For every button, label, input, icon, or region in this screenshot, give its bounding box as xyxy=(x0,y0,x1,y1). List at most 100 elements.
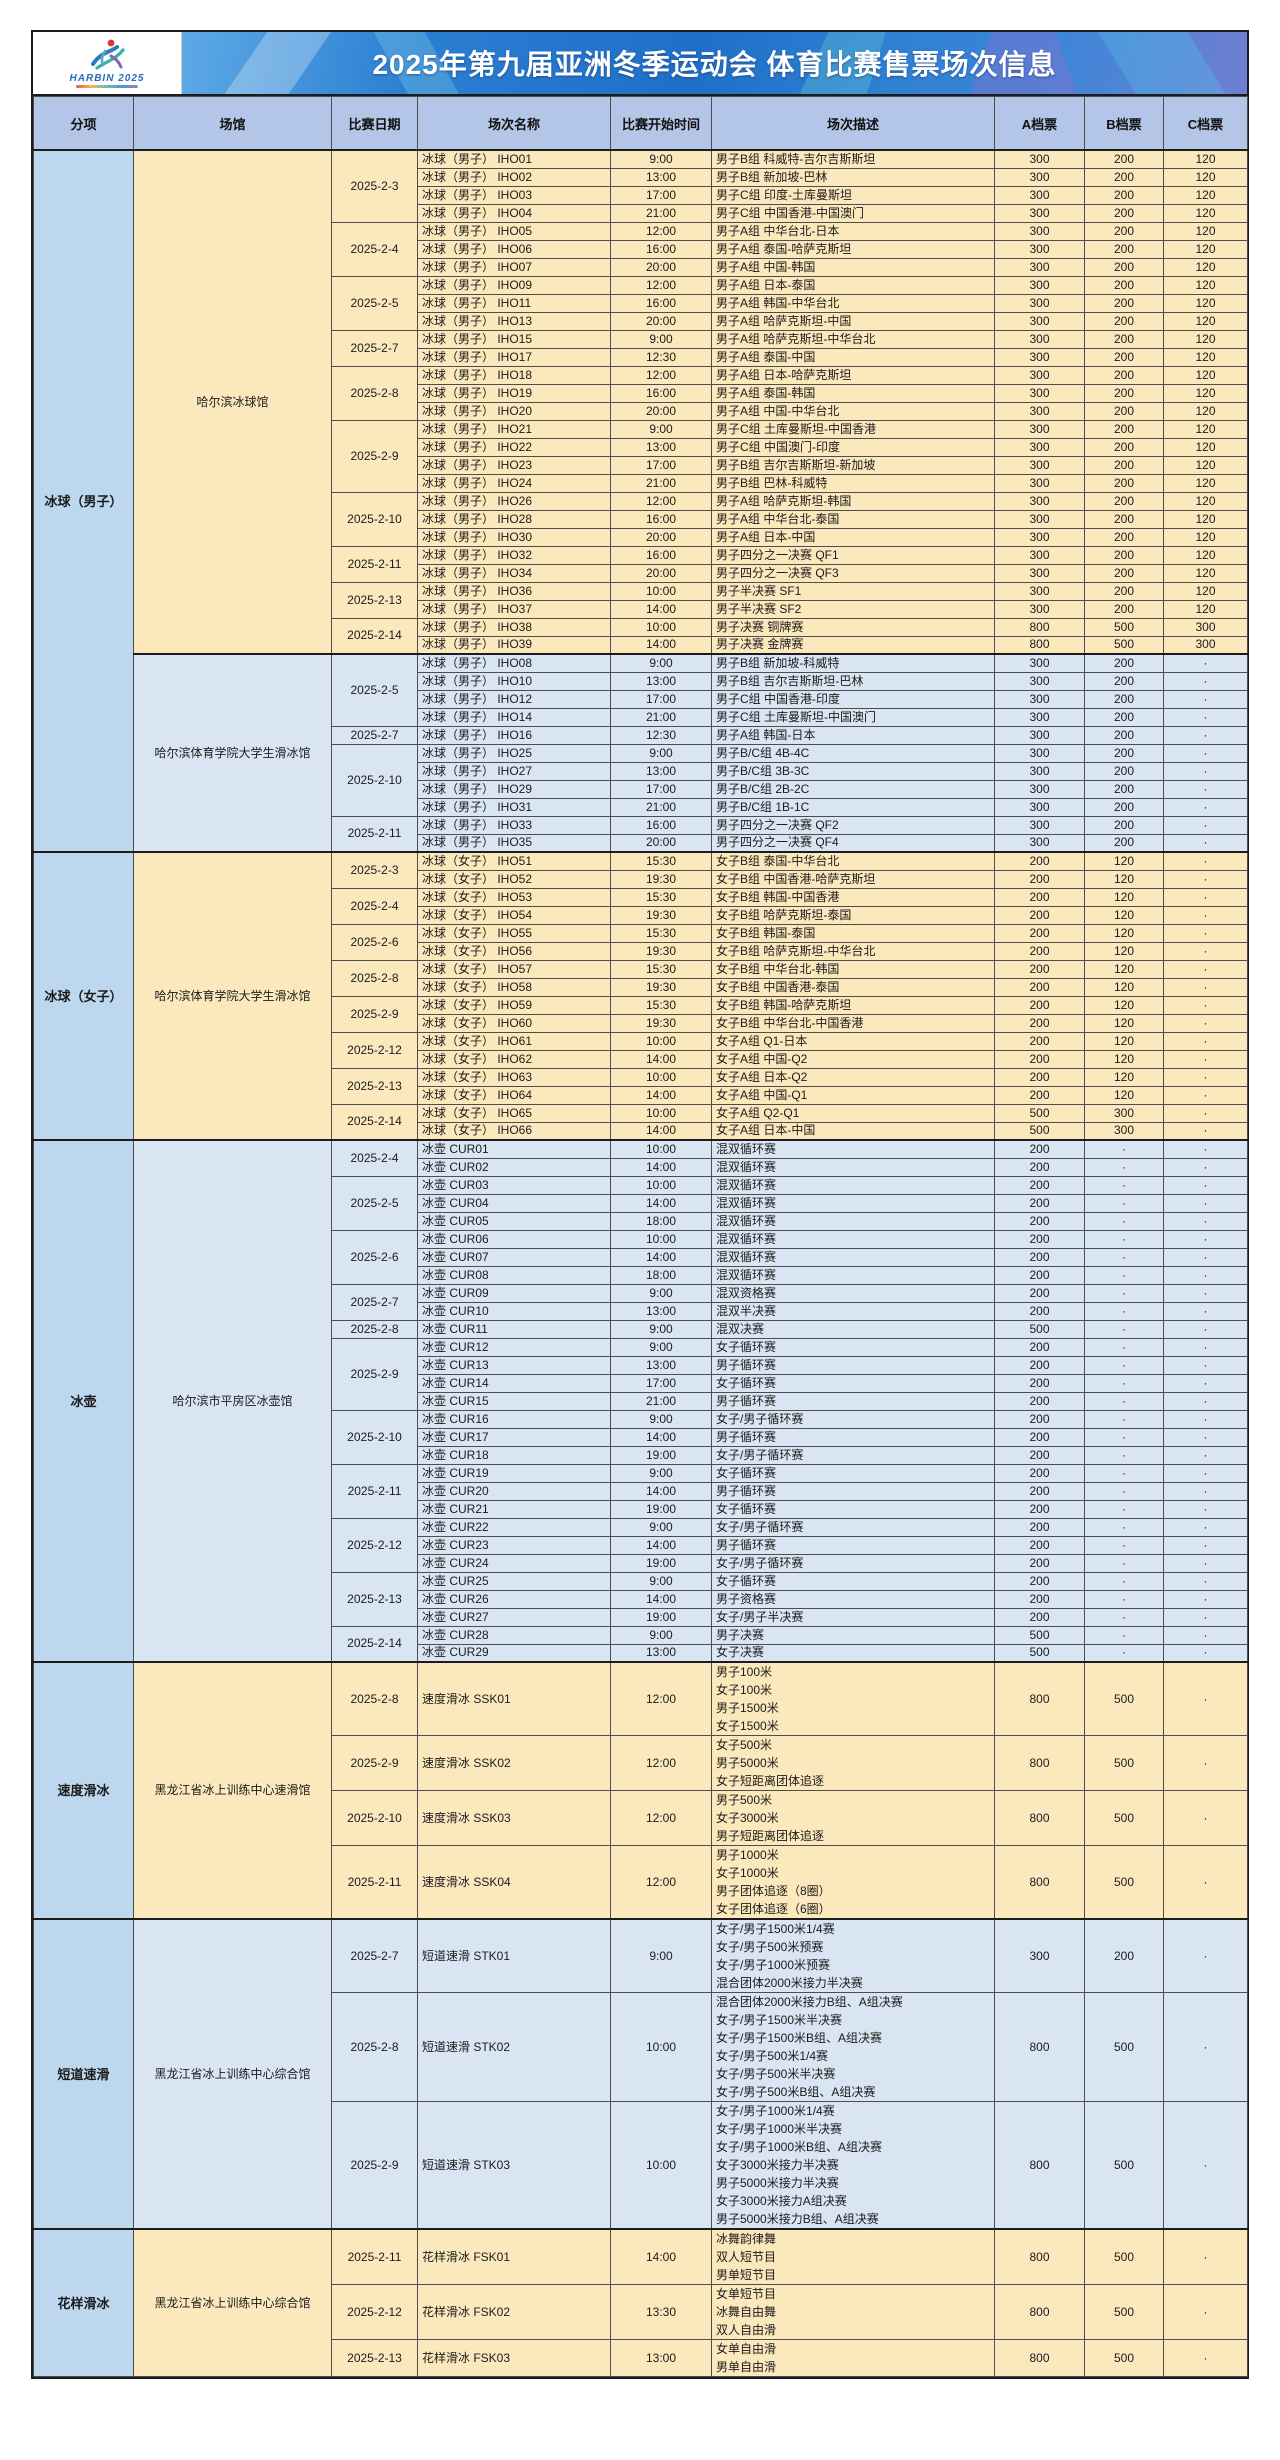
price-a-cell: 500 xyxy=(994,1319,1085,1339)
price-a-cell: 300 xyxy=(994,509,1085,529)
session-name-cell: 冰壶 CUR06 xyxy=(417,1229,611,1249)
price-c-cell: · xyxy=(1163,905,1248,925)
price-c-cell: · xyxy=(1163,1319,1248,1339)
start-time-cell: 20:00 xyxy=(610,311,712,331)
session-desc-cell: 男子A组 泰国-哈萨克斯坦 xyxy=(711,239,995,259)
price-a-cell: 200 xyxy=(994,905,1085,925)
price-b-cell: · xyxy=(1084,1553,1164,1573)
session-desc-cell: 男子四分之一决赛 QF3 xyxy=(711,563,995,583)
price-c-cell: · xyxy=(1163,1735,1248,1791)
start-time-cell: 9:00 xyxy=(610,1283,712,1303)
session-name-cell: 冰球（男子） IHO11 xyxy=(417,293,611,313)
date-cell: 2025-2-5 xyxy=(331,653,418,727)
price-b-cell: 120 xyxy=(1084,995,1164,1015)
session-row: 2025-2-9 速度滑冰 SSK02 12:00 女子500米 男子5000米 女子短距… xyxy=(34,1735,1248,1791)
price-c-cell: · xyxy=(1163,2228,1248,2285)
price-a-cell: 200 xyxy=(994,851,1085,871)
session-desc-cell: 男子A组 中国-韩国 xyxy=(711,257,995,277)
price-b-cell: · xyxy=(1084,1391,1164,1411)
start-time-cell: 9:00 xyxy=(610,1319,712,1339)
session-desc-line: 女子/男子500米1/4赛 xyxy=(716,2049,829,2063)
session-row: 冰壶 CUR18 19:00 女子/男子循环赛 200 · · xyxy=(34,1445,1248,1465)
session-row: 冰球（男子） IHO03 17:00 男子C组 印度-土库曼斯坦 300 200 120 xyxy=(34,185,1248,205)
price-c-cell: 120 xyxy=(1163,473,1248,493)
session-name-cell: 冰球（男子） IHO13 xyxy=(417,311,611,331)
price-b-cell: · xyxy=(1084,1229,1164,1249)
price-c-cell: · xyxy=(1163,1661,1248,1736)
price-a-cell: 200 xyxy=(994,1463,1085,1483)
price-c-cell: · xyxy=(1163,1535,1248,1555)
price-c-cell: 120 xyxy=(1163,239,1248,259)
session-row: 哈尔滨体育学院大学生滑冰馆 2025-2-5 冰球（男子） IHO08 9:00 男子B… xyxy=(34,653,1248,853)
price-a-cell: 200 xyxy=(994,995,1085,1015)
price-c-cell: · xyxy=(1163,959,1248,979)
session-row: 2025-2-5 冰球（男子） IHO09 12:00 男子A组 日本-泰国 300 20… xyxy=(34,275,1248,331)
session-desc-cell: 男子500米 女子3000米 男子短距离团体追逐 xyxy=(711,1790,995,1846)
price-c-cell: · xyxy=(1163,1139,1248,1159)
session-desc-cell: 男子循环赛 xyxy=(711,1355,995,1375)
session-name-cell: 冰球（女子） IHO59 xyxy=(417,995,611,1015)
session-desc-cell: 混双循环赛 xyxy=(711,1229,995,1249)
session-desc-line: 女子/男子500米B组、A组决赛 xyxy=(716,2085,876,2099)
start-time-cell: 13:00 xyxy=(610,761,712,781)
session-row: 2025-2-6 冰壶 CUR06 10:00 混双循环赛 200 · · xyxy=(34,1229,1248,1285)
start-time-cell: 14:00 xyxy=(610,1193,712,1213)
price-b-cell: 200 xyxy=(1084,401,1164,421)
price-a-cell: 200 xyxy=(994,1229,1085,1249)
session-desc-cell: 女子循环赛 xyxy=(711,1373,995,1393)
price-c-cell: · xyxy=(1163,1643,1248,1663)
price-c-cell: · xyxy=(1163,869,1248,889)
date-cell: 2025-2-8 xyxy=(331,365,418,421)
price-a-cell: 200 xyxy=(994,1337,1085,1357)
session-name-cell: 冰球（男子） IHO26 xyxy=(417,491,611,511)
date-cell: 2025-2-10 xyxy=(331,1790,418,1846)
session-row: 冰球（女子） IHO54 19:30 女子B组 哈萨克斯坦-泰国 200 120 · xyxy=(34,905,1248,925)
session-desc-cell: 男子C组 印度-土库曼斯坦 xyxy=(711,185,995,205)
start-time-cell: 9:00 xyxy=(610,653,712,673)
session-desc-line: 冰舞韵律舞 xyxy=(716,2232,777,2246)
price-a-cell: 200 xyxy=(994,1535,1085,1555)
price-c-cell: 120 xyxy=(1163,437,1248,457)
session-desc-cell: 男子决赛 xyxy=(711,1625,995,1645)
date-cell: 2025-2-6 xyxy=(331,1229,418,1285)
session-desc-cell: 男子A组 中华台北-日本 xyxy=(711,221,995,241)
date-cell: 2025-2-3 xyxy=(331,149,418,223)
price-b-cell: 120 xyxy=(1084,1085,1164,1105)
session-desc-cell: 女子/男子循环赛 xyxy=(711,1553,995,1573)
price-a-cell: 300 xyxy=(994,437,1085,457)
session-row: 2025-2-9 冰壶 CUR12 9:00 女子循环赛 200 · · xyxy=(34,1337,1248,1411)
price-c-cell: · xyxy=(1163,2101,1248,2230)
session-desc-cell: 混双循环赛 xyxy=(711,1157,995,1177)
session-name-cell: 冰球（男子） IHO32 xyxy=(417,545,611,565)
session-row: 冰球（男子） IHO39 14:00 男子决赛 金牌赛 800 500 300 xyxy=(34,635,1248,655)
date-cell: 2025-2-7 xyxy=(331,329,418,367)
price-a-cell: 300 xyxy=(994,383,1085,403)
session-row: 2025-2-12 花样滑冰 FSK02 13:30 女单短节目 冰舞自由舞 双人自由滑 8… xyxy=(34,2284,1248,2340)
session-desc-cell: 男子C组 中国香港-印度 xyxy=(711,689,995,709)
session-row: 冰壶 CUR04 14:00 混双循环赛 200 · · xyxy=(34,1193,1248,1213)
session-row: 冰球（女子） IHO58 19:30 女子B组 中国香港-泰国 200 120 · xyxy=(34,977,1248,997)
start-time-cell: 19:30 xyxy=(610,977,712,997)
price-b-cell: 200 xyxy=(1084,797,1164,817)
price-b-cell: 200 xyxy=(1084,491,1164,511)
session-row: 冰球（男子） IHO34 20:00 男子四分之一决赛 QF3 300 200 120 xyxy=(34,563,1248,583)
date-cell: 2025-2-5 xyxy=(331,1175,418,1231)
start-time-cell: 9:00 xyxy=(610,743,712,763)
price-c-cell: 120 xyxy=(1163,455,1248,475)
start-time-cell: 19:30 xyxy=(610,905,712,925)
session-desc-cell: 女子B组 韩国-泰国 xyxy=(711,923,995,943)
price-b-cell: · xyxy=(1084,1283,1164,1303)
session-desc-cell: 女子B组 泰国-中华台北 xyxy=(711,851,995,871)
column-header-4: 比赛开始时间 xyxy=(610,96,712,151)
date-cell: 2025-2-9 xyxy=(331,1735,418,1791)
price-c-cell: · xyxy=(1163,1409,1248,1429)
sport-cell: 花样滑冰 xyxy=(33,2228,134,2377)
sport-cell: 速度滑冰 xyxy=(33,1661,134,1920)
price-c-cell: · xyxy=(1163,1355,1248,1375)
session-row: 冰球（男子） IHO10 13:00 男子B组 吉尔吉斯斯坦-巴林 300 200 · xyxy=(34,671,1248,691)
date-cell: 2025-2-10 xyxy=(331,743,418,817)
session-desc-line: 女子500米 xyxy=(716,1738,773,1752)
session-row: 冰球（女子） IHO52 19:30 女子B组 中国香港-哈萨克斯坦 200 120 · xyxy=(34,869,1248,889)
price-a-cell: 300 xyxy=(994,689,1085,709)
price-a-cell: 300 xyxy=(994,455,1085,475)
